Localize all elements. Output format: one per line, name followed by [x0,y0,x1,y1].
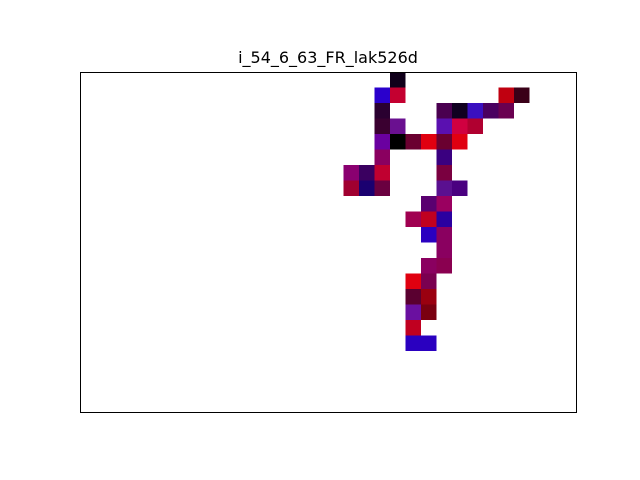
heatmap-cell [452,118,468,134]
heatmap-cell [436,134,452,150]
heatmap-cell [374,87,390,103]
heatmap-cell [359,180,375,196]
heatmap-cell [467,103,483,119]
heatmap-cell [374,118,390,134]
heatmap-cell [436,211,452,227]
heatmap-cell [498,87,514,103]
chart-title: i_54_6_63_FR_lak526d [238,48,418,68]
heatmap-cell [498,103,514,119]
heatmap-cell [467,118,483,134]
heatmap-cell [374,180,390,196]
heatmap-cell [405,273,421,289]
heatmap-cell [405,335,421,351]
heatmap-cell [452,180,468,196]
heatmap-cell [421,335,437,351]
heatmap-cell [343,180,359,196]
heatmap-cell [421,304,437,320]
heatmap-cells [343,72,530,351]
heatmap-cell [436,258,452,274]
heatmap-cell [405,304,421,320]
heatmap-cell [374,149,390,165]
heatmap-cell [436,118,452,134]
heatmap-cell [436,103,452,119]
heatmap-cell [421,273,437,289]
plot-frame [80,72,577,413]
heatmap-cell [359,165,375,181]
heatmap-cell [421,211,437,227]
heatmap-cell [452,103,468,119]
heatmap-cell [483,103,499,119]
heatmap-cell [421,258,437,274]
heatmap-cell [390,87,406,103]
heatmap-cell [405,289,421,305]
heatmap-cell [405,211,421,227]
heatmap-cell [514,87,530,103]
heatmap-cell [436,149,452,165]
heatmap-cell [421,196,437,212]
heatmap-cell [436,242,452,258]
heatmap-cell [421,134,437,150]
heatmap-cell [390,134,406,150]
heatmap-cell [405,134,421,150]
heatmap-cell [343,165,359,181]
heatmap-cell [374,103,390,119]
heatmap-cell [405,320,421,336]
heatmap-cell [421,227,437,243]
heatmap-cell [436,227,452,243]
heatmap-cell [374,134,390,150]
heatmap-cell [436,196,452,212]
heatmap-cell [436,180,452,196]
heatmap-cell [374,165,390,181]
heatmap-cell [421,289,437,305]
heatmap-cell [390,72,406,88]
heatmap-cell [390,118,406,134]
heatmap-cell [452,134,468,150]
heatmap-cell [436,165,452,181]
